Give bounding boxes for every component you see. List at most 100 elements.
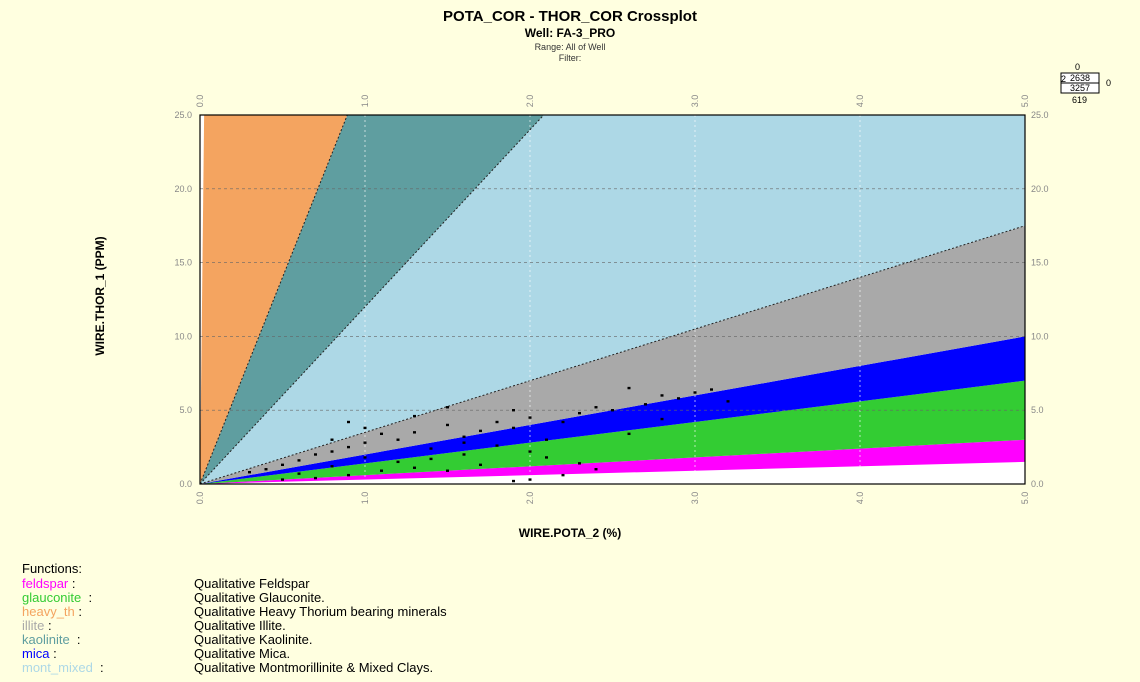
data-point [561, 473, 565, 477]
x-tick-label-bottom: 2.0 [525, 492, 535, 505]
chart-title: POTA_COR - THOR_COR Crossplot [443, 8, 697, 25]
legend-description: Qualitative Kaolinite. [194, 632, 313, 647]
data-points [248, 386, 730, 483]
count-top: 0 [1075, 62, 1081, 72]
data-point [363, 456, 367, 459]
data-point [462, 453, 466, 456]
data-point [347, 445, 350, 449]
data-point [693, 391, 697, 394]
data-point [627, 386, 631, 390]
data-point [512, 426, 515, 430]
data-point [281, 463, 284, 467]
x-tick-label-bottom: 0.0 [195, 492, 205, 505]
legend-description: Qualitative Montmorillinite & Mixed Clay… [194, 660, 434, 675]
y-tick-label-right: 15.0 [1031, 258, 1049, 268]
data-point [495, 444, 499, 447]
y-axis-label: WIRE.THOR_1 (PPM) [93, 236, 107, 356]
y-tick-label-left: 25.0 [174, 110, 192, 120]
data-point [347, 420, 350, 424]
legend-function-label: mica [22, 646, 50, 661]
plot-frame [199, 114, 1026, 485]
data-point [380, 469, 383, 472]
data-point [561, 420, 565, 424]
legend-function-label: feldspar [22, 576, 69, 591]
data-point [446, 469, 449, 472]
x-tick-label-bottom: 4.0 [855, 492, 865, 505]
legend-item-illite: illite : Qualitative Illite. [22, 619, 447, 633]
count-cell-bottom: 3257 [1070, 83, 1090, 93]
x-tick-label-top: 4.0 [855, 95, 865, 108]
legend-function-name: feldspar : [22, 577, 194, 591]
data-point [330, 465, 334, 468]
data-point [297, 472, 301, 475]
y-tick-label-right: 20.0 [1031, 184, 1049, 194]
legend-function-label: heavy_th [22, 604, 75, 619]
legend-separator: : [49, 646, 57, 661]
well-name: Well: FA-3_PRO [524, 26, 616, 40]
legend-function-name: glauconite : [22, 591, 194, 605]
data-point [429, 447, 433, 450]
legend-item-glauconite: glauconite : Qualitative Glauconite. [22, 591, 447, 605]
x-tick-label-top: 2.0 [525, 95, 535, 108]
data-point [462, 435, 466, 438]
data-point [578, 462, 581, 465]
count-left: 2 [1061, 74, 1067, 84]
x-axis-label: WIRE.POTA_2 (%) [518, 526, 622, 540]
data-point [594, 468, 598, 471]
data-point [512, 409, 515, 412]
legend-function-name: kaolinite : [22, 633, 194, 647]
y-tick-label-right: 0.0 [1031, 479, 1044, 489]
legend-description: Qualitative Illite. [194, 618, 286, 633]
x-tick-label-bottom: 1.0 [360, 492, 370, 505]
x-tick-label-top: 1.0 [360, 95, 370, 108]
count-bottom: 619 [1072, 95, 1088, 105]
legend-description: Qualitative Heavy Thorium bearing minera… [194, 604, 447, 619]
data-point [413, 414, 416, 418]
data-point [660, 394, 664, 397]
functions-legend: Functions: feldspar : Qualitative Feldspa… [22, 561, 447, 675]
legend-header: Functions: [22, 561, 82, 576]
data-point [545, 456, 548, 459]
data-point [446, 406, 449, 409]
data-point [644, 403, 647, 406]
data-point [479, 429, 482, 433]
legend-function-label: kaolinite [22, 632, 70, 647]
x-tick-label-top: 0.0 [195, 95, 205, 108]
data-point [512, 479, 515, 483]
legend-item-heavy_th: heavy_th : Qualitative Heavy Thorium bear… [22, 605, 447, 619]
data-point [396, 460, 400, 464]
data-point [413, 431, 416, 434]
data-point [726, 400, 730, 403]
data-point [264, 468, 268, 471]
legend-description: Qualitative Mica. [194, 646, 291, 661]
data-point [528, 450, 532, 453]
data-point [413, 466, 416, 469]
legend-separator: : [74, 604, 82, 619]
data-point [495, 420, 499, 424]
data-point [347, 473, 350, 477]
zone-mont_mixed [200, 115, 1025, 484]
data-point [363, 426, 367, 430]
y-tick-label-left: 10.0 [174, 331, 192, 341]
legend-function-name: heavy_th : [22, 605, 194, 619]
legend-separator: : [81, 590, 93, 605]
x-tick-label-top: 5.0 [1020, 95, 1030, 108]
data-point [611, 409, 614, 412]
data-point [528, 416, 532, 419]
data-point [578, 411, 581, 415]
y-tick-label-left: 15.0 [174, 258, 192, 268]
zone-wedges [200, 115, 1025, 484]
y-tick-label-right: 5.0 [1031, 405, 1044, 415]
x-tick-label-bottom: 5.0 [1020, 492, 1030, 505]
legend-separator: : [92, 660, 104, 675]
legend-item-mont_mixed: mont_mixed : Qualitative Montmorillinite … [22, 661, 447, 675]
data-point [627, 432, 631, 436]
x-tick-label-bottom: 3.0 [690, 492, 700, 505]
legend-description: Qualitative Feldspar [194, 576, 310, 591]
data-point [677, 397, 680, 400]
data-point [528, 478, 532, 481]
legend-separator: : [69, 632, 81, 647]
x-tick-label-top: 3.0 [690, 95, 700, 108]
legend-description: Qualitative Glauconite. [194, 590, 325, 605]
